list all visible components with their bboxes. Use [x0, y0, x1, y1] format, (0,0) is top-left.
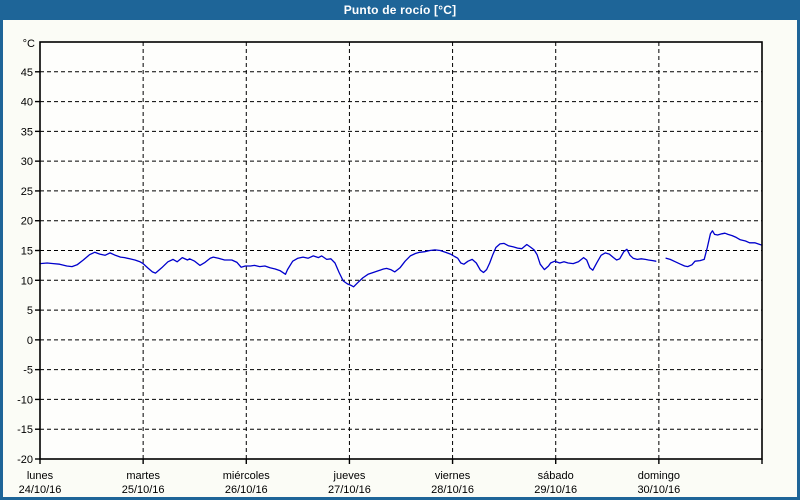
date-label: 29/10/16 [534, 484, 577, 496]
day-label: domingo [638, 470, 680, 482]
date-label: 26/10/16 [225, 484, 268, 496]
y-tick-label: 35 [21, 126, 33, 138]
chart-title: Punto de rocío [°C] [343, 3, 457, 17]
y-tick-label: 15 [21, 246, 33, 258]
dewpoint-chart: 45 40 35 30 25 20 15 10 5 0 -5 -10 -15 -20 °C lunes 24/1… [17, 38, 763, 496]
date-label: 27/10/16 [328, 484, 371, 496]
plot-frame [39, 41, 763, 460]
y-tick-label: 45 [21, 67, 33, 79]
y-tick-label: -20 [17, 454, 33, 466]
day-label: sábado [538, 470, 574, 482]
date-label: 25/10/16 [122, 484, 165, 496]
y-tick-label: -15 [17, 424, 33, 436]
date-label: 28/10/16 [431, 484, 474, 496]
y-tick-label: -5 [23, 365, 33, 377]
day-label: martes [126, 470, 160, 482]
y-axis-unit-label: °C [23, 38, 35, 50]
y-tick-label: 40 [21, 97, 33, 109]
day-label: lunes [27, 470, 54, 482]
day-label: viernes [435, 470, 471, 482]
title-bar: Punto de rocío [°C] [0, 0, 800, 20]
y-tick-label: 20 [21, 216, 33, 228]
y-tick-label: 25 [21, 186, 33, 198]
y-tick-label: 10 [21, 275, 33, 287]
y-tick-label: 0 [27, 335, 33, 347]
day-label: miércoles [223, 470, 271, 482]
date-label: 24/10/16 [19, 484, 62, 496]
dewpoint-series-line [665, 230, 763, 268]
dewpoint-series-line [39, 242, 657, 288]
chart-area: 45 40 35 30 25 20 15 10 5 0 -5 -10 -15 -20 °C lunes 24/1… [3, 20, 797, 497]
y-tick-label: 5 [27, 305, 33, 317]
date-label: 30/10/16 [637, 484, 680, 496]
y-tick-label: 30 [21, 156, 33, 168]
y-tick-label: -10 [17, 394, 33, 406]
day-label: jueves [333, 470, 366, 482]
